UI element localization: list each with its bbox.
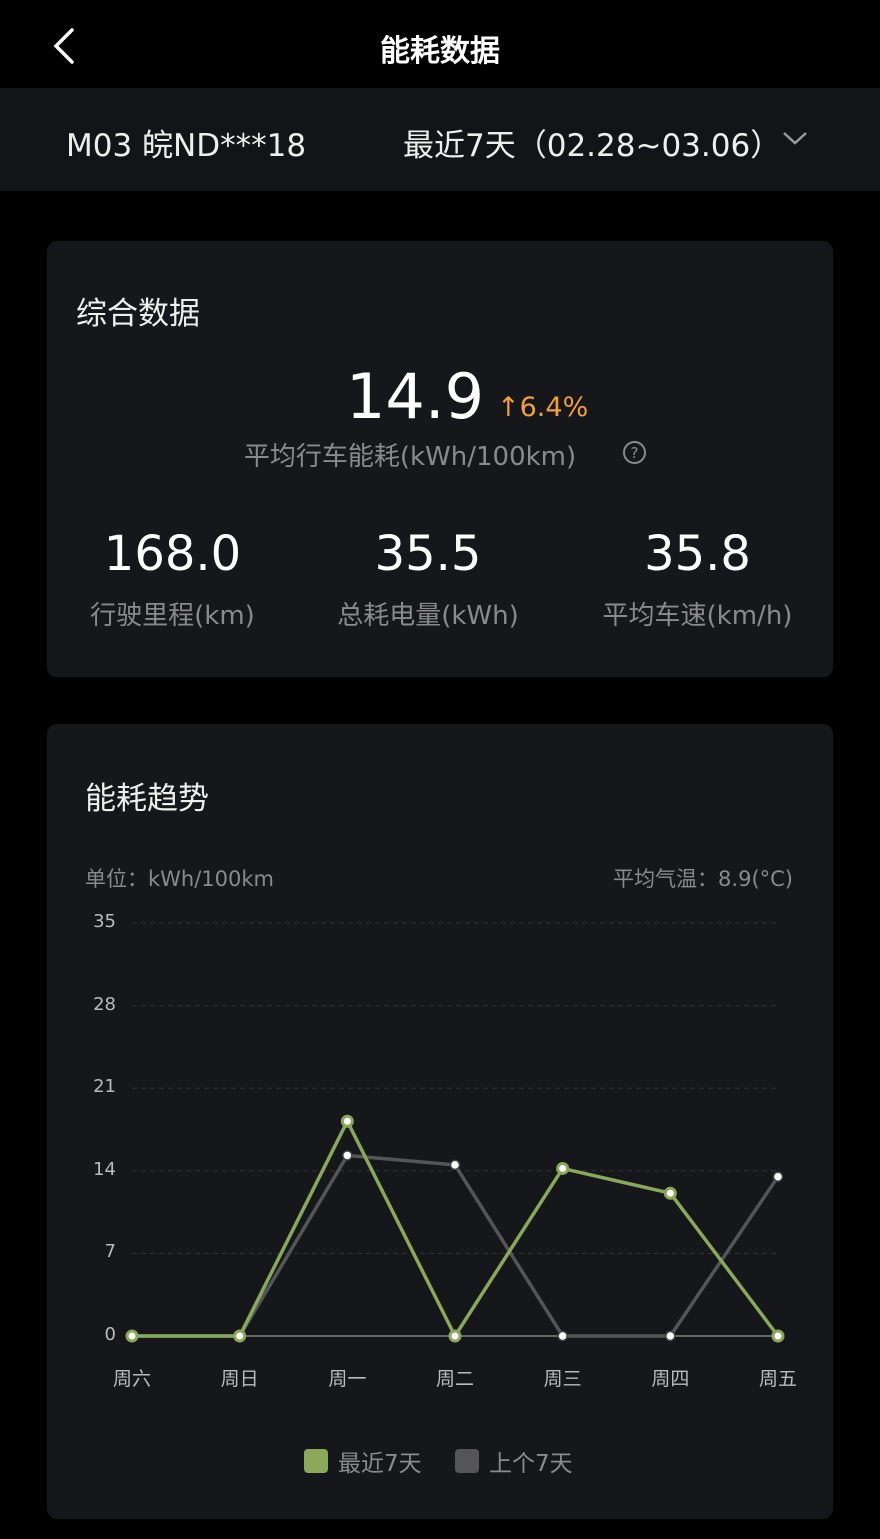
energy-label: 总耗电量(kWh) xyxy=(337,601,519,631)
x-tick-label: 周一 xyxy=(328,1368,367,1390)
change-badge: ↑6.4% xyxy=(497,392,588,423)
avg-consumption-value: 14.9 xyxy=(345,360,485,433)
x-tick-label: 周二 xyxy=(435,1368,474,1390)
y-tick-label: 21 xyxy=(93,1076,116,1098)
data-point[interactable] xyxy=(557,1330,568,1342)
data-point[interactable] xyxy=(556,1161,570,1175)
legend-label: 上个7天 xyxy=(489,1451,573,1477)
date-range-selector[interactable]: 最近7天（02.28~03.06） xyxy=(403,128,782,164)
x-tick-label: 周日 xyxy=(220,1368,259,1390)
x-tick-label: 周六 xyxy=(112,1368,151,1390)
speed-value: 35.8 xyxy=(644,526,751,582)
data-point[interactable] xyxy=(233,1329,247,1343)
data-point[interactable] xyxy=(771,1329,785,1343)
vehicle-selector[interactable]: M03 皖ND***18 xyxy=(66,128,307,164)
trend-title: 能耗趋势 xyxy=(85,781,209,817)
data-point[interactable] xyxy=(663,1186,677,1200)
summary-title: 综合数据 xyxy=(76,296,200,332)
help-icon[interactable]: ? xyxy=(622,440,647,465)
back-icon[interactable] xyxy=(50,26,84,66)
data-point[interactable] xyxy=(125,1329,139,1343)
x-tick-label: 周四 xyxy=(651,1368,690,1390)
change-value: 6.4% xyxy=(519,392,589,423)
trend-card xyxy=(47,724,833,1519)
x-tick-label: 周五 xyxy=(758,1368,797,1390)
speed-label: 平均车速(km/h) xyxy=(602,601,793,631)
chevron-down-icon[interactable] xyxy=(782,128,808,148)
legend-item-recent[interactable]: 最近7天 xyxy=(304,1444,422,1478)
y-tick-label: 35 xyxy=(93,911,116,932)
data-point[interactable] xyxy=(342,1150,353,1161)
temperature-label: 平均气温：8.9(°C) xyxy=(613,867,793,891)
series-line-1 xyxy=(132,1153,780,1338)
y-tick-label: 0 xyxy=(104,1324,116,1345)
nav-bar: 能耗数据 xyxy=(0,0,880,88)
arrow-up-icon: ↑ xyxy=(497,392,520,423)
avg-consumption-label: 平均行车能耗(kWh/100km) xyxy=(243,442,577,472)
x-tick-label: 周三 xyxy=(543,1368,582,1390)
data-point[interactable] xyxy=(340,1114,354,1128)
data-point[interactable] xyxy=(448,1329,462,1343)
summary-card xyxy=(47,241,833,677)
mileage-label: 行驶里程(km) xyxy=(90,601,255,631)
y-tick-label: 7 xyxy=(104,1241,116,1263)
svg-text:?: ? xyxy=(631,444,639,462)
legend-item-previous[interactable]: 上个7天 xyxy=(455,1444,573,1478)
filter-bar xyxy=(0,88,880,191)
mileage-value: 168.0 xyxy=(103,526,242,582)
legend-label: 最近7天 xyxy=(338,1451,422,1477)
unit-label: 单位：kWh/100km xyxy=(85,867,275,891)
page-title: 能耗数据 xyxy=(380,34,500,69)
y-tick-label: 14 xyxy=(93,1158,116,1180)
data-point[interactable] xyxy=(449,1159,461,1171)
series-line-0 xyxy=(132,1117,780,1340)
legend-swatch xyxy=(304,1449,328,1473)
legend-swatch xyxy=(455,1449,479,1473)
y-tick-label: 28 xyxy=(93,993,116,1015)
data-point[interactable] xyxy=(772,1171,784,1182)
data-point[interactable] xyxy=(665,1330,676,1342)
energy-value: 35.5 xyxy=(374,526,482,582)
